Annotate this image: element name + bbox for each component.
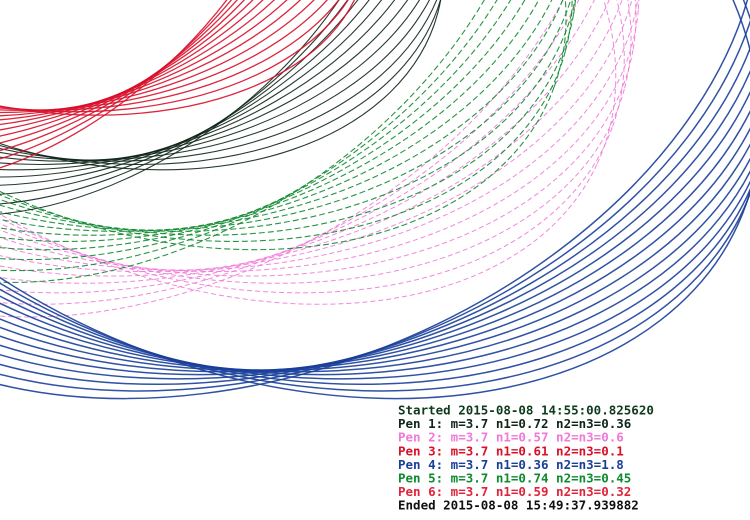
- pen-curve: [0, 0, 560, 261]
- pen-curve: [0, 0, 567, 251]
- pen-curve: [0, 0, 444, 171]
- pen-curve: [0, 0, 625, 294]
- pen-curve: [0, 0, 541, 283]
- pen-curve: [0, 0, 580, 232]
- log-line: Started 2015-08-08 14:55:00.825620: [398, 403, 654, 418]
- pen-curve: [0, 0, 639, 271]
- pen-curve: [0, 0, 368, 116]
- pen-curve: [0, 0, 578, 236]
- pen-curve: [0, 0, 607, 318]
- log-line: Pen 6: m=3.7 n1=0.59 n2=n3=0.32: [398, 484, 631, 499]
- log-line: Pen 5: m=3.7 n1=0.74 n2=n3=0.45: [398, 471, 631, 486]
- pen-curve: [0, 0, 551, 272]
- pen-curve: [0, 0, 580, 232]
- pen-curve: [0, 0, 573, 242]
- log-line: Pen 3: m=3.7 n1=0.61 n2=n3=0.1: [398, 443, 624, 458]
- legend-backing: [394, 402, 744, 514]
- pen-curve: [0, 0, 617, 305]
- pen-curve: [0, 0, 572, 231]
- pen-curve: [0, 0, 573, 242]
- log-line: Pen 4: m=3.7 n1=0.36 n2=n3=1.8: [398, 457, 624, 472]
- pen-curve: [0, 0, 578, 236]
- pen-curve: [0, 0, 640, 273]
- pen-curve: [0, 0, 625, 294]
- log-line: Pen 1: m=3.7 n1=0.72 n2=n3=0.36: [398, 416, 631, 431]
- pen-curve: [0, 0, 632, 284]
- log-line: Ended 2015-08-08 15:49:37.939882: [398, 498, 639, 513]
- pen-curve: [0, 0, 637, 277]
- log-line: Pen 2: m=3.7 n1=0.57 n2=n3=0.6: [398, 430, 624, 445]
- pen-curve: [0, 0, 567, 251]
- pen-curve: [0, 0, 632, 284]
